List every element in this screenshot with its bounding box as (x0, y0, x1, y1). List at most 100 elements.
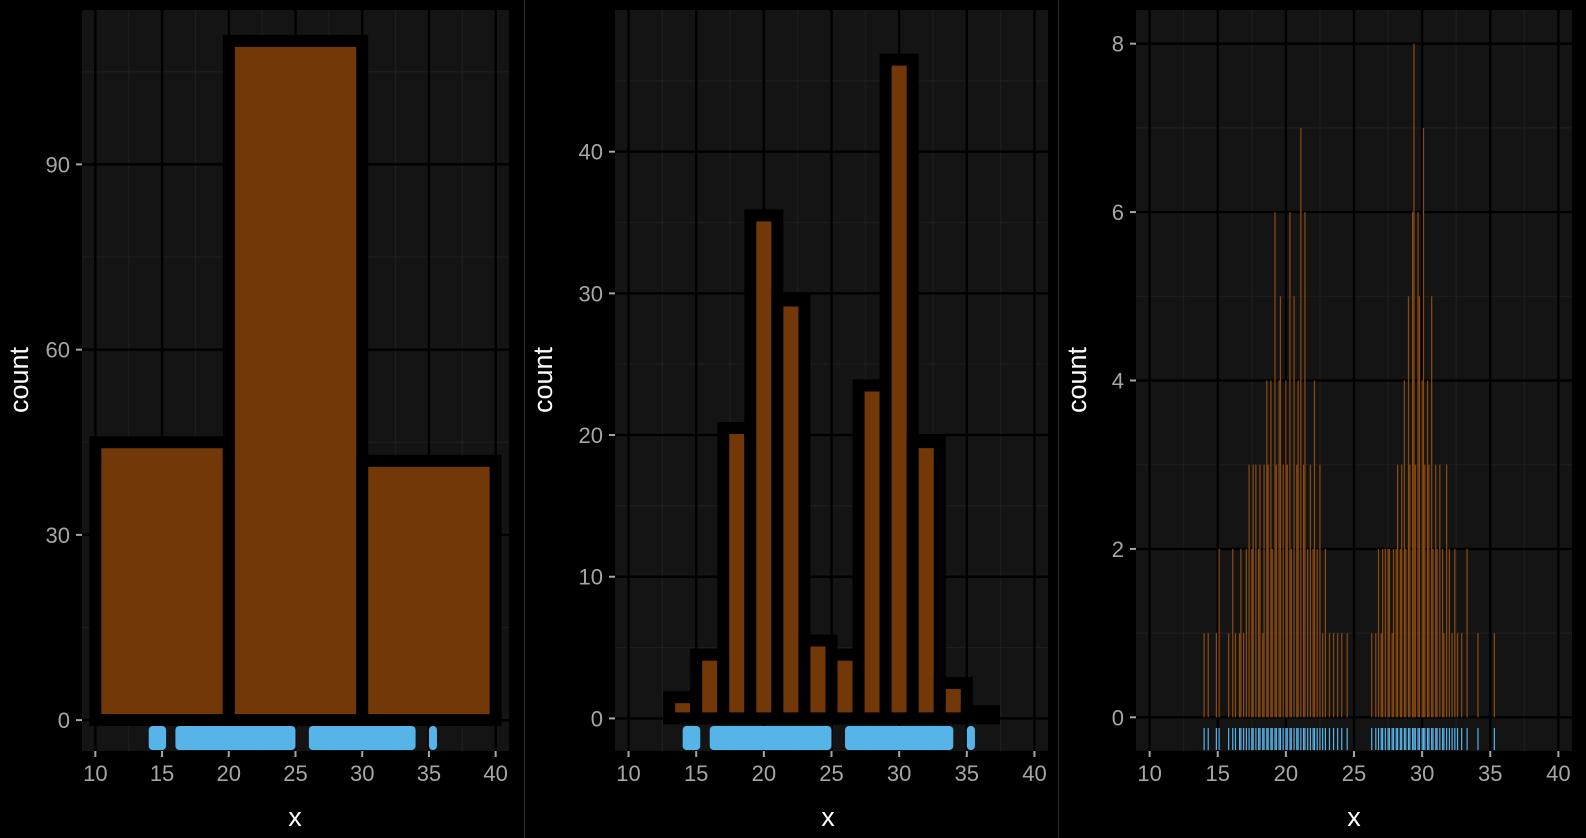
y-tick-label: 0 (1112, 705, 1124, 730)
x-tick-label: 15 (1206, 761, 1230, 786)
x-tick-label: 35 (1478, 761, 1502, 786)
histogram-bar (356, 454, 502, 727)
histogram-bar (1307, 548, 1309, 718)
x-tick-label: 15 (684, 761, 708, 786)
x-tick-label: 10 (83, 761, 107, 786)
histogram-bar (1477, 633, 1479, 718)
histogram-bar (1316, 548, 1318, 718)
histogram-bar (1411, 212, 1414, 718)
y-tick-label: 2 (1112, 537, 1124, 562)
x-tick-label: 25 (283, 761, 307, 786)
histogram-bar (1289, 212, 1291, 718)
histogram-bar (1399, 548, 1401, 718)
x-axis-title: x (1347, 802, 1361, 832)
histogram-bar (1234, 633, 1237, 718)
histogram-bar (1421, 380, 1423, 718)
histogram-bar (1328, 633, 1331, 718)
histogram-bar (1388, 548, 1391, 718)
histogram-bar (1418, 296, 1421, 718)
histogram-bar (1258, 548, 1260, 718)
histogram-bar (1337, 633, 1339, 718)
histogram-bar (1262, 633, 1264, 718)
x-tick-label: 20 (217, 761, 241, 786)
axis-ticks: 10 15 20 25 30 35 40 0 30 60 90 (46, 152, 508, 786)
histogram-bar (1380, 633, 1382, 718)
histogram-panel-binwidth-2: 10 15 20 25 30 35 40 0 10 20 30 40 x count (524, 0, 1058, 838)
histogram-bar (1466, 548, 1468, 718)
histogram-bar (1426, 380, 1429, 718)
histogram-bar (1252, 464, 1254, 718)
histogram-bar (1302, 464, 1305, 718)
y-tick-label: 10 (579, 565, 603, 590)
histogram-bar (1414, 464, 1416, 718)
histogram-bar (1456, 633, 1459, 718)
histogram-bar (1267, 464, 1269, 718)
histogram-bar (1271, 548, 1273, 718)
histogram-bar (1263, 464, 1265, 718)
histogram-bar (1278, 380, 1280, 718)
y-axis-title: count (1062, 346, 1092, 413)
x-tick-label: 20 (752, 761, 776, 786)
x-tick-label: 35 (417, 761, 441, 786)
histogram-bar (1248, 464, 1250, 718)
histogram-bar (222, 34, 369, 727)
histogram-panel-binwidth-10: 10 15 20 25 30 35 40 0 30 60 90 x count (0, 0, 524, 838)
histogram-bar (1407, 296, 1410, 718)
histogram-bar (1286, 464, 1288, 718)
histogram-bar (1322, 633, 1324, 718)
histogram-bar (1439, 464, 1441, 718)
histogram-bar (1282, 464, 1284, 718)
axis-ticks: 10 15 20 25 30 35 40 0 2 4 6 8 (1112, 32, 1571, 786)
y-tick-label: 30 (579, 281, 603, 306)
y-tick-label: 20 (579, 423, 603, 448)
histogram-bar (1259, 464, 1261, 718)
histogram-bar (906, 436, 946, 725)
histogram-bar (1266, 380, 1268, 718)
histogram-bar (1309, 464, 1312, 718)
histogram-bar (1319, 464, 1321, 718)
y-axis-title: count (4, 346, 34, 413)
rug-marks (682, 726, 975, 750)
y-axis-title: count (528, 346, 558, 413)
histogram-bar (1255, 464, 1257, 718)
histogram-bar (1409, 464, 1411, 718)
histogram-bar (1431, 296, 1433, 718)
histogram-bar (1290, 548, 1292, 718)
histogram-bar (89, 436, 235, 727)
histogram-bar (1424, 464, 1426, 718)
x-tick-label: 10 (1137, 761, 1161, 786)
x-tick-label: 30 (1410, 761, 1434, 786)
histogram-bar (1207, 633, 1209, 718)
histogram-bar (1454, 548, 1456, 718)
y-tick-label: 4 (1112, 369, 1124, 394)
histogram-bar (1432, 548, 1434, 718)
histogram-bar (960, 705, 1000, 725)
x-tick-label: 20 (1274, 761, 1298, 786)
histogram-chart-1: 10 15 20 25 30 35 40 0 30 60 90 x count (4, 10, 509, 832)
y-tick-label: 90 (46, 152, 70, 177)
histogram-bar (1403, 380, 1406, 718)
x-tick-label: 40 (1022, 761, 1046, 786)
histogram-bar (1377, 548, 1380, 718)
histogram-bar (1451, 633, 1453, 718)
histogram-bar (1313, 380, 1316, 718)
histogram-bar (1435, 464, 1437, 718)
histogram-bar (1228, 633, 1230, 718)
histogram-bars (1203, 43, 1495, 718)
rug-band (308, 726, 416, 750)
rug-band (845, 726, 954, 750)
rug-marks (148, 726, 437, 750)
histogram-bar (1441, 548, 1444, 718)
histogram-bar (1238, 633, 1241, 718)
x-axis-title: x (821, 802, 835, 832)
panel-separator (1058, 0, 1059, 838)
histogram-bar (1436, 548, 1438, 718)
histogram-bar (1279, 296, 1282, 718)
histogram-bar (1274, 212, 1276, 718)
rug-band (428, 726, 437, 750)
histogram-bar (1240, 548, 1242, 718)
histogram-bar (1413, 43, 1415, 718)
histogram-bar (1448, 548, 1450, 718)
histogram-bar (1371, 633, 1373, 718)
histogram-bar (1391, 633, 1393, 718)
